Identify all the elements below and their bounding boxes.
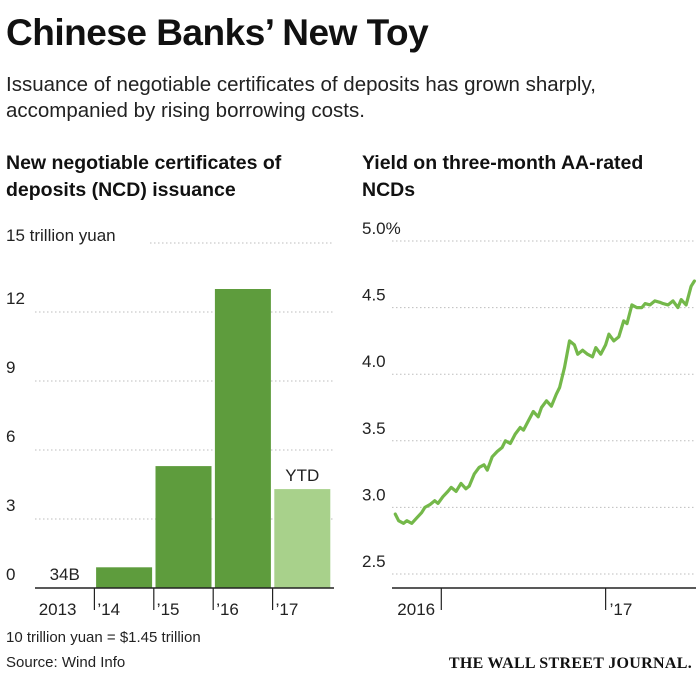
line-xtick-label: 2016 <box>397 600 435 619</box>
line-ytick-label: 4.0 <box>362 352 386 371</box>
line-chart-title: Yield on three-month AA-rated NCDs <box>362 152 644 201</box>
line-xtick-label: ’17 <box>610 600 633 619</box>
bar-data-label: 34B <box>50 565 80 584</box>
chart-subtitle: Issuance of negotiable certificates of d… <box>6 73 596 122</box>
bar-xtick-label: ’16 <box>216 600 239 619</box>
chart-title: Chinese Banks’ New Toy <box>6 12 429 53</box>
bar-ytick-label: 3 <box>6 496 15 515</box>
bar <box>214 289 271 588</box>
bar <box>96 567 153 588</box>
source-note: Source: Wind Info <box>6 654 126 671</box>
bar-data-label: YTD <box>285 466 319 485</box>
bar <box>274 489 331 588</box>
bar-chart-title: New negotiable certificates of deposits … <box>6 152 282 201</box>
conversion-note: 10 trillion yuan = $1.45 trillion <box>6 629 201 646</box>
bar-ytick-label: 0 <box>6 565 15 584</box>
bar-xtick-label: ’17 <box>276 600 299 619</box>
line-ytick-label: 5.0% <box>362 219 401 238</box>
wsj-logo: THE WALL STREET JOURNAL. <box>448 655 692 672</box>
line-ytick-label: 3.0 <box>362 485 386 504</box>
bar-ytick-label: 12 <box>6 289 25 308</box>
bar-xtick-label: 2013 <box>39 600 77 619</box>
bar-ytick-label: 9 <box>6 358 15 377</box>
bar-ytick-label: 6 <box>6 427 15 446</box>
line-series-yield <box>393 279 697 526</box>
line-ytick-label: 4.5 <box>362 286 386 305</box>
line-ytick-label: 2.5 <box>362 552 386 571</box>
bar-xtick-label: ’15 <box>157 600 180 619</box>
bar-chart-unit-label: 15 trillion yuan <box>6 226 116 245</box>
bar-xtick-label: ’14 <box>97 600 120 619</box>
bar <box>155 466 212 588</box>
line-ytick-label: 3.5 <box>362 419 386 438</box>
